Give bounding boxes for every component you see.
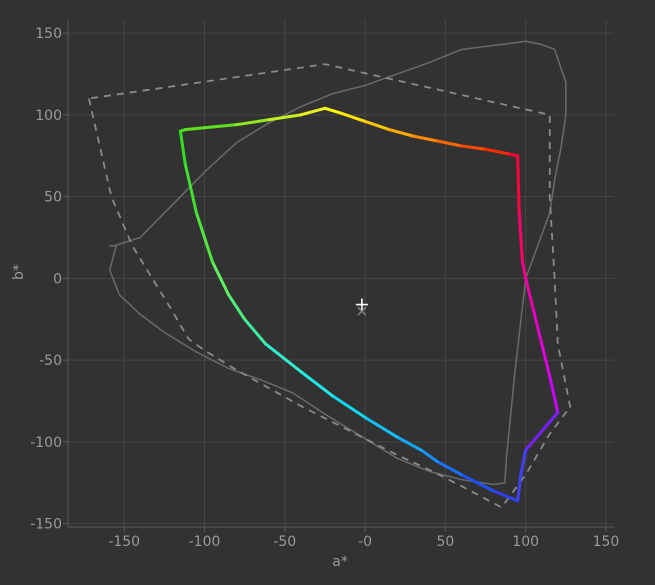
spectral-segment [194, 211, 215, 264]
spectral-segment [524, 411, 560, 452]
spectral-segment [178, 129, 187, 166]
x-tick-label: 50 [436, 534, 454, 550]
x-tick-label: -150 [108, 534, 140, 550]
y-tick-label: -50 [39, 353, 62, 369]
spectral-segment [419, 448, 439, 464]
reference-gamut-solid [109, 40, 567, 486]
series-group [87, 40, 572, 509]
spectral-segment [517, 211, 524, 264]
white-point-x-marker [357, 306, 367, 316]
spectral-segment [363, 415, 399, 439]
spectral-segment [264, 342, 303, 374]
spectral-segment [484, 147, 512, 156]
x-tick-label: -100 [189, 534, 221, 550]
spectral-segment [524, 276, 536, 313]
reference-gamut-dashed [87, 63, 572, 509]
axes [63, 20, 614, 532]
x-b [357, 306, 367, 316]
spectral-segment [243, 317, 268, 346]
y-tick-label: 100 [35, 108, 62, 124]
x-tick-label: 150 [593, 534, 620, 550]
spectral-segment [540, 342, 552, 379]
x-tick-label: -0 [358, 534, 372, 550]
spectral-segment [299, 106, 327, 117]
spectral-segment [516, 473, 523, 503]
spectral-segment [267, 113, 303, 122]
spectral-segment [548, 375, 560, 415]
spectral-segment [299, 370, 335, 398]
spectral-segment [235, 118, 271, 127]
spectral-segment [395, 435, 423, 452]
y-tick-label: 150 [35, 26, 62, 42]
spectral-segment [532, 309, 544, 346]
spectral-segment [519, 448, 528, 477]
spectral-segment [211, 260, 231, 297]
x-tick-label: 100 [512, 534, 539, 550]
white-point-plus-marker [355, 298, 368, 311]
x-axis-label: a* [332, 554, 348, 570]
spectral-segment [435, 139, 463, 148]
spectral-segment [516, 154, 521, 215]
spectral-segment [387, 128, 415, 138]
spectral-segment [363, 119, 391, 132]
spectral-gamut [178, 106, 560, 503]
y-tick-label: -100 [30, 435, 62, 451]
spectral-segment [411, 134, 439, 143]
spectral-segment [459, 144, 488, 151]
spectral-segment [227, 293, 247, 321]
spectral-segment [339, 111, 367, 123]
spectral-segment [183, 162, 198, 215]
spectral-segment [323, 106, 343, 115]
spectral-segment [492, 489, 520, 503]
y-axis-label: b* [11, 264, 27, 280]
y-tick-label: -150 [30, 517, 62, 533]
tick-labels: -150 -100 -50 -0 50 100 150 150 100 50 0 -50 -100 -15… [30, 26, 619, 550]
x-tick-label: -50 [273, 534, 296, 550]
markers [355, 298, 368, 316]
spectral-segment [435, 460, 463, 477]
spectral-segment [459, 473, 496, 493]
y-tick-label: 50 [44, 190, 62, 206]
spectral-segment [331, 394, 367, 419]
y-tick-label: 0 [53, 271, 62, 287]
spectral-segment [520, 260, 528, 280]
spectral-segment [183, 123, 239, 132]
